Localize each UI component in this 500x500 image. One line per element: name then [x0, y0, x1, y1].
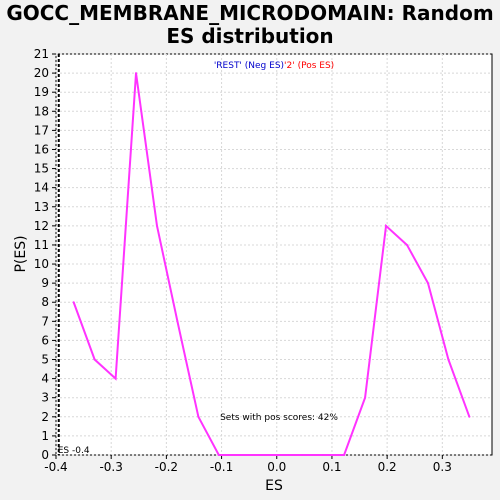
series-point: [322, 454, 325, 456]
series-point: [426, 282, 429, 285]
series-point: [406, 243, 409, 246]
x-tick-label: 0.0: [267, 460, 286, 474]
legend-neg-label: 'REST' (Neg ES): [214, 61, 284, 71]
y-tick-label: 18: [34, 104, 49, 118]
y-tick-label: 6: [41, 333, 49, 347]
series-point: [364, 396, 367, 399]
y-tick-label: 13: [34, 200, 49, 214]
series-point: [93, 358, 96, 361]
x-axis: -0.4 -0.3 -0.2 -0.1 0.0 0.1 0.2 0.3: [44, 455, 452, 474]
series-points: [72, 72, 471, 456]
y-tick-label: 21: [34, 47, 49, 61]
y-tick-label: 2: [41, 410, 49, 424]
y-tick-label: 16: [34, 142, 49, 156]
series-line: [72, 72, 471, 456]
series-point: [468, 415, 471, 418]
y-tick-label: 14: [34, 181, 49, 195]
x-tick-label: -0.4: [44, 460, 67, 474]
x-tick-label: -0.2: [155, 460, 178, 474]
y-tick-label: 19: [34, 85, 49, 99]
series-point: [155, 224, 158, 227]
series-point: [176, 320, 179, 323]
y-tick-label: 9: [41, 276, 49, 290]
x-tick-label: -0.1: [210, 460, 233, 474]
series-point: [385, 224, 388, 227]
y-tick-label: 4: [41, 372, 49, 386]
y-axis-title: P(ES): [13, 235, 29, 272]
es-marker-label: ES -0.4: [58, 446, 90, 456]
grid-lines: [55, 53, 492, 456]
series-point: [72, 301, 75, 304]
pos-scores-annotation: Sets with pos scores: 42%: [220, 413, 338, 423]
legend-pos-label: '2' (Pos ES): [284, 61, 334, 71]
x-tick-label: -0.3: [99, 460, 122, 474]
plot-area: [55, 53, 493, 456]
y-tick-label: 17: [34, 123, 49, 137]
legend: 'REST' (Neg ES)'2' (Pos ES): [214, 61, 334, 71]
series-point: [135, 72, 138, 75]
y-tick-label: 8: [41, 295, 49, 309]
x-axis-title: ES: [265, 478, 283, 494]
y-tick-label: 3: [41, 391, 49, 405]
y-tick-label: 1: [41, 429, 49, 443]
series-point: [280, 454, 283, 456]
series-point: [197, 415, 200, 418]
y-tick-label: 7: [41, 314, 49, 328]
y-tick-label: 5: [41, 353, 49, 367]
x-tick-label: 0.1: [322, 460, 341, 474]
y-tick-label: 10: [34, 257, 49, 271]
series-point: [238, 454, 241, 456]
y-tick-label: 20: [34, 66, 49, 80]
series-point: [114, 377, 117, 380]
y-tick-label: 12: [34, 219, 49, 233]
series-point: [301, 454, 304, 456]
chart-title: GOCC_MEMBRANE_MICRODOMAIN: Random ES dis…: [6, 1, 494, 48]
series-point: [343, 454, 346, 456]
series-point: [259, 454, 262, 456]
series-point: [217, 454, 220, 456]
series-point: [447, 358, 450, 361]
x-tick-label: 0.3: [433, 460, 452, 474]
y-tick-label: 11: [34, 238, 49, 252]
x-tick-label: 0.2: [378, 460, 397, 474]
y-tick-label: 15: [34, 162, 49, 176]
y-tick-label: 0: [41, 448, 49, 462]
